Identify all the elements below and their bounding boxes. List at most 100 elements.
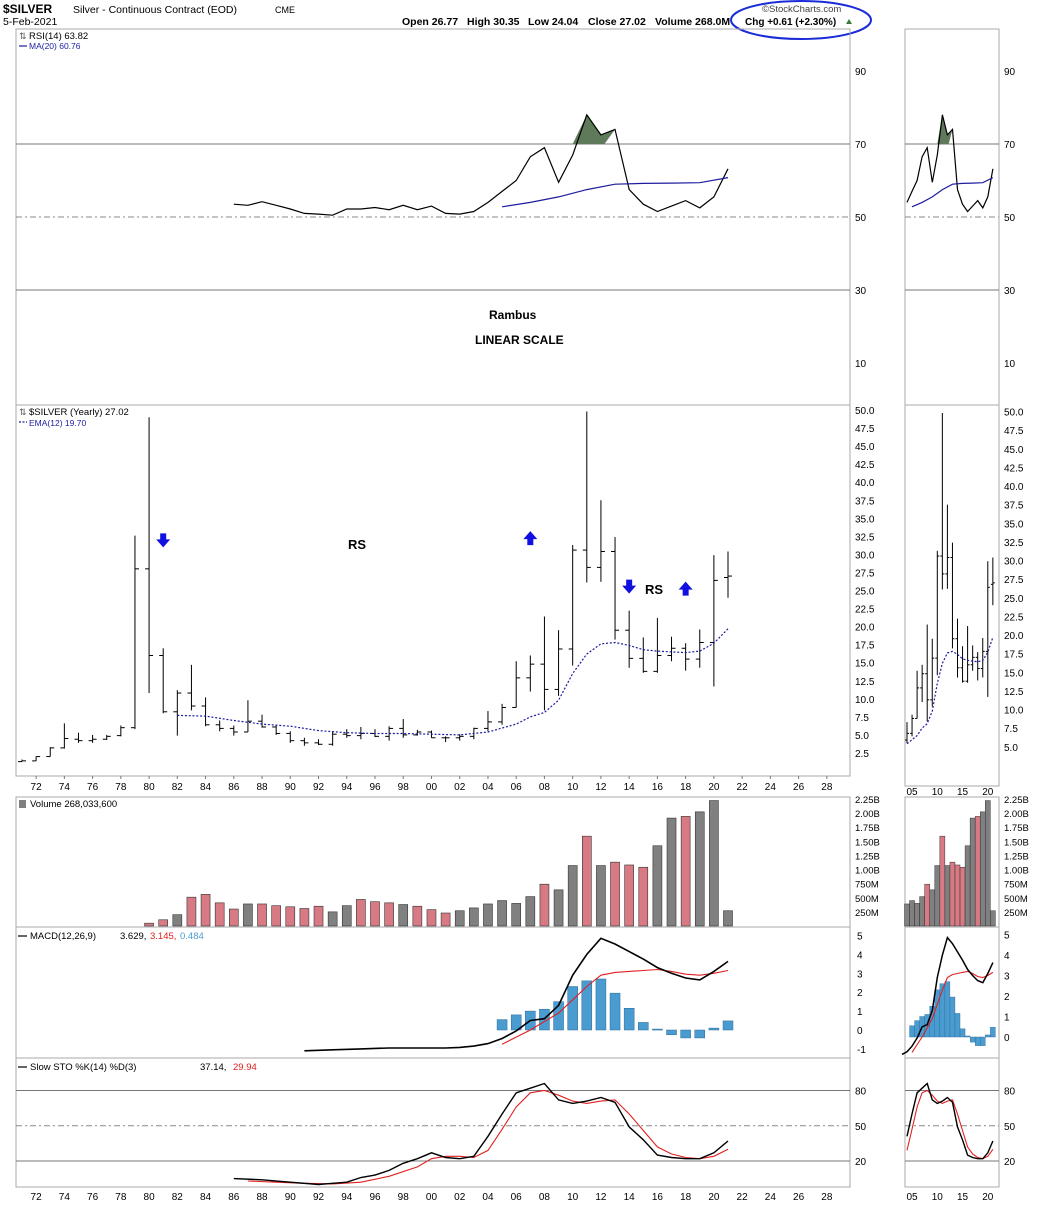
stochastic-tick-label: 50 bbox=[855, 1122, 867, 1133]
volume-bar bbox=[694, 811, 705, 927]
inset-price-frame bbox=[904, 404, 1000, 787]
inset-macd-tick-label: 1 bbox=[1004, 1013, 1010, 1024]
rsi-tick-label: 50 bbox=[855, 213, 867, 224]
stochastic-d-value: 29.94 bbox=[233, 1062, 257, 1073]
macd-tick-label: 5 bbox=[857, 932, 863, 943]
price-legend-icon: ⇅ bbox=[19, 407, 27, 417]
inset-bottom-x-tick-label: 20 bbox=[982, 1192, 994, 1203]
change-up-triangle-icon bbox=[846, 19, 852, 24]
volume-bar bbox=[525, 896, 536, 927]
volume-tick-label: 1.50B bbox=[855, 837, 880, 848]
macd-value: 3.629, bbox=[120, 931, 146, 942]
volume-label: Volume 268,033,600 bbox=[30, 799, 117, 810]
price-label: $SILVER (Yearly) 27.02 bbox=[29, 407, 129, 418]
inset-volume-bar bbox=[980, 811, 986, 927]
price-x-tick-label: 84 bbox=[200, 782, 212, 793]
bottom-x-tick-label: 04 bbox=[482, 1192, 494, 1203]
inset-macd-tick-label: 0 bbox=[1004, 1033, 1010, 1044]
stochastic-panel: 80 50 20 bbox=[16, 1082, 867, 1186]
macd-histogram-bar bbox=[666, 1029, 677, 1035]
volume-bar bbox=[356, 899, 366, 927]
volume-bar bbox=[596, 865, 606, 927]
volume-bar bbox=[497, 900, 507, 927]
volume-bar bbox=[285, 906, 296, 927]
inset-bottom-x-tick-label: 10 bbox=[932, 1192, 944, 1203]
volume-bar bbox=[243, 903, 253, 927]
price-x-tick-label: 82 bbox=[172, 782, 184, 793]
macd-panel-frame bbox=[15, 926, 851, 1059]
inset-bottom-x-tick-label: 15 bbox=[957, 1192, 969, 1203]
volume-legend: Volume 268,033,600 bbox=[19, 799, 117, 810]
price-tick-label: 2.5 bbox=[855, 749, 869, 760]
price-tick-label: 27.5 bbox=[855, 568, 875, 579]
price-tick-label: 17.5 bbox=[855, 641, 875, 652]
inset-price-x-tick-label: 05 bbox=[906, 787, 918, 798]
inset-rsi-tick-label: 70 bbox=[1004, 140, 1016, 151]
bottom-x-tick-label: 16 bbox=[652, 1192, 664, 1203]
volume-bar bbox=[553, 889, 564, 927]
volume-bar bbox=[666, 817, 677, 927]
price-x-tick-label: 08 bbox=[539, 782, 551, 793]
arrow-up-icon bbox=[523, 531, 538, 546]
macd-line bbox=[304, 937, 729, 1052]
bottom-x-tick-label: 00 bbox=[426, 1192, 438, 1203]
arrow-up-icon bbox=[678, 581, 693, 596]
bottom-x-tick-label: 02 bbox=[454, 1192, 466, 1203]
inset-stochastic-tick-label: 50 bbox=[1004, 1122, 1016, 1133]
rsi-icon: ⇅ bbox=[19, 31, 27, 41]
inset-price-tick-label: 42.5 bbox=[1004, 463, 1024, 474]
price-x-tick-label: 90 bbox=[285, 782, 297, 793]
ema-label: EMA(12) 19.70 bbox=[29, 418, 86, 428]
volume-panel: 2.25B 2.00B 1.75B 1.50B 1.25B 1.00B 750M 500M 25… bbox=[144, 795, 880, 927]
stochastic-label-prefix: Slow STO %K(14) %D(3) bbox=[30, 1062, 136, 1073]
volume-bar bbox=[638, 866, 649, 927]
volume-bar bbox=[610, 861, 620, 927]
inset-volume-tick-label: 1.25B bbox=[1004, 851, 1029, 862]
volume-bar bbox=[313, 905, 324, 927]
volume-panel-frame bbox=[15, 796, 851, 928]
macd-histogram-bar bbox=[638, 1022, 649, 1031]
bottom-x-tick-label: 08 bbox=[539, 1192, 551, 1203]
volume-bar bbox=[511, 903, 522, 927]
inset-panel: 907050301050.047.545.042.540.037.535.032… bbox=[901, 67, 1029, 1203]
bottom-x-tick-label: 12 bbox=[595, 1192, 607, 1203]
inset-rsi-tick-label: 10 bbox=[1004, 359, 1016, 370]
bottom-x-tick-label: 72 bbox=[31, 1192, 43, 1203]
inset-rsi-ma-line bbox=[911, 177, 994, 208]
price-tick-label: 10.0 bbox=[855, 695, 875, 706]
price-x-tick-label: 20 bbox=[708, 782, 720, 793]
volume-bar bbox=[341, 905, 352, 927]
inset-stochastic-k-line bbox=[906, 1082, 994, 1160]
volume-bar bbox=[257, 903, 267, 927]
rsi-tick-label: 90 bbox=[855, 67, 867, 78]
inset-volume-bar bbox=[964, 845, 971, 927]
macd-histogram-bar bbox=[595, 978, 607, 1031]
inset-price-tick-label: 22.5 bbox=[1004, 612, 1024, 623]
price-x-tick-label: 02 bbox=[454, 782, 466, 793]
header-low: Low 24.04 bbox=[528, 16, 578, 28]
author-annotation: Rambus bbox=[489, 308, 537, 322]
rsi-panel: 90 70 50 30 10 bbox=[16, 67, 867, 370]
inset-price-tick-label: 30.0 bbox=[1004, 557, 1024, 568]
price-x-tick-label: 26 bbox=[793, 782, 805, 793]
price-x-tick-label: 78 bbox=[115, 782, 127, 793]
volume-bar bbox=[483, 903, 493, 927]
stochastic-tick-label: 80 bbox=[855, 1087, 867, 1098]
price-x-tick-label: 00 bbox=[426, 782, 438, 793]
volume-tick-label: 1.25B bbox=[855, 851, 880, 862]
volume-bar bbox=[398, 904, 409, 927]
price-x-tick-label: 28 bbox=[821, 782, 833, 793]
inset-price-tick-label: 12.5 bbox=[1004, 687, 1024, 698]
macd-label-prefix: MACD(12,26,9) bbox=[30, 931, 96, 942]
inset-price-tick-label: 47.5 bbox=[1004, 426, 1024, 437]
bottom-x-tick-label: 14 bbox=[624, 1192, 636, 1203]
volume-bar bbox=[567, 865, 578, 927]
price-panel-frame bbox=[15, 404, 851, 777]
macd-tick-label: 4 bbox=[857, 950, 863, 961]
price-tick-label: 47.5 bbox=[855, 424, 875, 435]
volume-tick-label: 1.75B bbox=[855, 823, 880, 834]
rsi-legend: ⇅ RSI(14) 63.82 MA(20) 60.76 bbox=[19, 31, 88, 51]
inset-macd-histogram-bar bbox=[939, 983, 946, 1038]
inset-volume-bar bbox=[954, 864, 961, 927]
price-x-tick-label: 12 bbox=[595, 782, 607, 793]
